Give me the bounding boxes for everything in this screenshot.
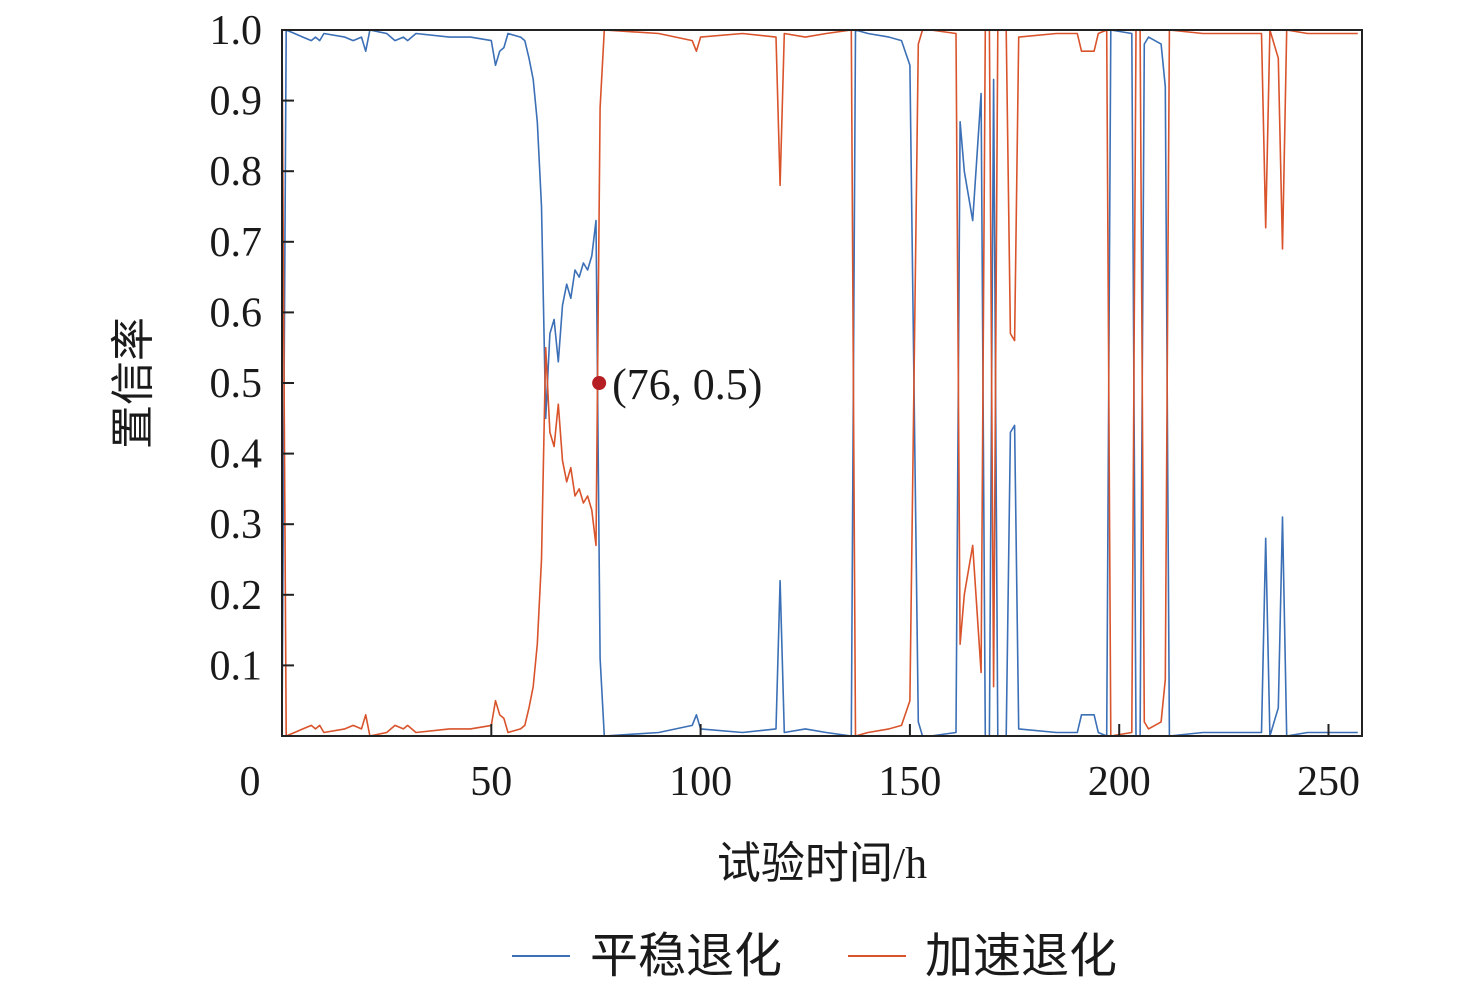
annotation-point	[592, 376, 607, 390]
series-layer	[281, 29, 1358, 737]
x-tick-label: 0	[240, 759, 261, 805]
legend-label-accelerated: 加速退化	[925, 930, 1117, 983]
y-tick-label: 0.3	[210, 502, 263, 548]
series-line-steady-degradation	[281, 29, 1358, 737]
y-tick-label: 0.4	[210, 432, 263, 478]
legend-label-steady: 平稳退化	[590, 930, 782, 983]
x-tick-label: 100	[669, 759, 732, 805]
y-tick-label: 0.5	[210, 361, 263, 407]
y-tick-label: 0.7	[210, 220, 263, 266]
x-tick-label: 50	[470, 759, 512, 805]
annotation-layer: (76, 0.5)	[592, 360, 762, 409]
ticks-layer: 0.1 0.2 0.3 0.4 0.5 0.6 0.7 0.8 0.9 1.0 0 50 100 150 2…	[210, 8, 1361, 805]
legend: 平稳退化 加速退化	[512, 930, 1117, 983]
y-tick-label: 1.0	[210, 8, 263, 54]
y-tick-label: 0.9	[210, 79, 263, 125]
plot-frame	[281, 29, 1363, 737]
y-tick-label: 0.8	[210, 149, 263, 195]
x-tick-label: 250	[1297, 759, 1360, 805]
x-axis-label: 试验时间/h	[717, 839, 927, 888]
annotation-label: (76, 0.5)	[612, 360, 762, 409]
series-line-accelerated-degradation	[281, 29, 1358, 737]
y-tick-label: 0.6	[210, 290, 263, 336]
x-tick-label: 200	[1088, 759, 1151, 805]
y-tick-label: 0.2	[210, 573, 263, 619]
x-tick-label: 150	[878, 759, 941, 805]
y-tick-label: 0.1	[210, 643, 263, 689]
y-axis-label: 置信率	[109, 317, 158, 449]
